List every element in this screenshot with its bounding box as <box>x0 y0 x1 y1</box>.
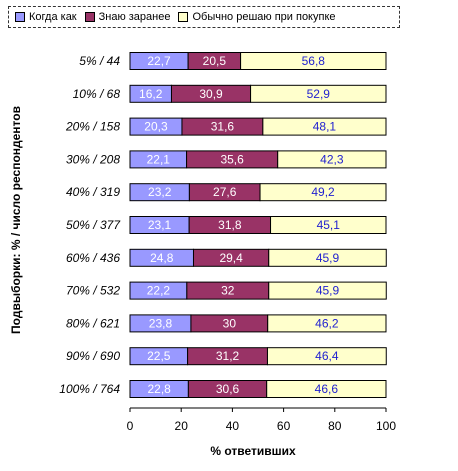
bar-segment <box>259 183 387 202</box>
x-tick-label: 60 <box>277 419 291 433</box>
data-label: 22,5 <box>147 349 171 363</box>
bar-segment <box>277 150 387 169</box>
legend-item-0: Когда как <box>15 11 77 23</box>
x-tick-label: 40 <box>226 419 240 433</box>
category-label: 5% / 44 <box>79 54 120 68</box>
bar-segment <box>268 248 387 267</box>
data-label: 20,3 <box>144 120 168 134</box>
category-label: 10% / 68 <box>73 87 121 101</box>
category-label: 70% / 532 <box>66 284 120 298</box>
data-label: 31,2 <box>216 349 240 363</box>
data-label: 22,8 <box>148 382 172 396</box>
data-label: 42,3 <box>320 152 344 166</box>
bar-segment <box>268 281 387 300</box>
y-axis-title: Подвыборки: % / число респондентов <box>9 106 23 334</box>
data-label: 45,1 <box>317 218 341 232</box>
data-label: 22,2 <box>147 284 171 298</box>
category-labels: 5% / 44 10% / 68 20% / 158 30% / 208 40% / 3… <box>59 54 121 396</box>
bar-segment <box>250 84 387 103</box>
legend-swatch-0 <box>15 12 25 22</box>
legend-item-2: Обычно решаю при покупке <box>178 11 336 23</box>
x-axis-title: % ответивших <box>210 444 296 458</box>
data-label: 30 <box>223 316 237 330</box>
x-tick-label: 100 <box>376 419 396 433</box>
data-label: 48,1 <box>313 120 337 134</box>
bar-segment <box>266 380 387 398</box>
legend-label-2: Обычно решаю при покупке <box>192 11 336 23</box>
data-label: 52,9 <box>307 87 331 101</box>
data-label: 16,2 <box>139 87 163 101</box>
category-label: 50% / 377 <box>66 218 121 232</box>
legend-item-1: Знаю заранее <box>84 11 171 23</box>
x-tick-label: 80 <box>328 419 342 433</box>
bars-layer: 22,7 20,5 56,8 16,2 30,9 52,9 20,3 31,6 48,1 22,1… <box>129 52 387 398</box>
bar-segment <box>270 216 387 234</box>
bar-segment <box>240 52 387 70</box>
data-label: 45,9 <box>316 284 340 298</box>
data-label: 22,7 <box>147 54 171 68</box>
data-label: 32 <box>221 284 235 298</box>
bar-segment <box>267 314 387 333</box>
legend-label-0: Когда как <box>29 11 77 23</box>
data-label: 46,4 <box>315 349 339 363</box>
data-label: 20,5 <box>203 54 227 68</box>
category-label: 60% / 436 <box>66 251 120 265</box>
data-label: 46,6 <box>315 382 339 396</box>
data-label: 49,2 <box>311 185 335 199</box>
bar-segment <box>262 117 387 136</box>
data-label: 31,6 <box>211 120 235 134</box>
x-axis: 0 20 40 60 80 100 <box>127 407 396 433</box>
data-label: 45,9 <box>316 251 340 265</box>
category-label: 90% / 690 <box>66 349 120 363</box>
data-label: 46,2 <box>315 316 339 330</box>
x-tick-label: 0 <box>127 419 134 433</box>
x-tick-label: 20 <box>175 419 189 433</box>
data-label: 56,8 <box>302 54 326 68</box>
data-label: 29,4 <box>219 251 243 265</box>
data-label: 31,8 <box>218 218 242 232</box>
category-label: 30% / 208 <box>66 152 120 166</box>
legend-swatch-1 <box>84 12 95 22</box>
legend-label-1: Знаю заранее <box>98 11 171 23</box>
chart-legend: Когда как Знаю заранее Обычно решаю при по… <box>8 6 400 28</box>
data-label: 23,1 <box>148 218 172 232</box>
data-label: 35,6 <box>220 152 244 166</box>
category-label: 40% / 319 <box>66 185 120 199</box>
category-label: 80% / 621 <box>66 316 120 330</box>
category-label: 100% / 764 <box>59 382 120 396</box>
data-label: 27,6 <box>213 185 237 199</box>
data-label: 23,2 <box>148 185 172 199</box>
data-label: 30,9 <box>199 87 223 101</box>
data-label: 22,1 <box>147 152 171 166</box>
data-label: 23,8 <box>149 316 173 330</box>
data-label: 24,8 <box>150 251 174 265</box>
bar-segment <box>266 347 387 366</box>
legend-swatch-2 <box>178 12 189 22</box>
data-label: 30,6 <box>216 382 240 396</box>
category-label: 20% / 158 <box>65 120 120 134</box>
